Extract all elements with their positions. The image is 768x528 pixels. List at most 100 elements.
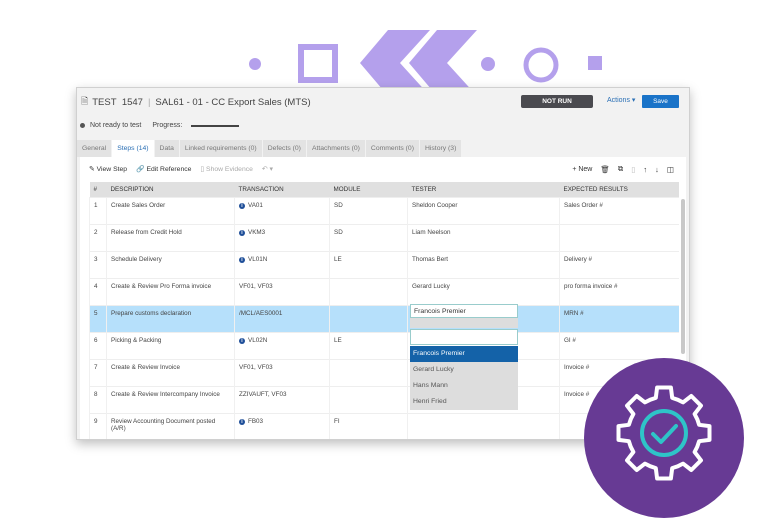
- table-row[interactable]: 3 Schedule Delivery i VL01N LE Thomas Bert Del…: [89, 250, 679, 278]
- tab-data[interactable]: Data: [154, 140, 180, 157]
- step-module[interactable]: LE: [329, 331, 408, 359]
- step-module[interactable]: SD: [329, 196, 408, 224]
- step-transaction[interactable]: VF01, VF03: [234, 277, 330, 305]
- table-row[interactable]: 5 Prepare customs declaration/MCL/AES0001…: [89, 304, 679, 332]
- step-module[interactable]: LE: [329, 250, 408, 278]
- tab-general[interactable]: General: [77, 140, 113, 157]
- step-tester[interactable]: Sheldon Cooper: [407, 196, 560, 224]
- option-hans-mann[interactable]: Hans Mann: [413, 382, 448, 389]
- tab-linked-requirements[interactable]: Linked requirements (0): [179, 140, 263, 157]
- step-description[interactable]: Release from Credit Hold: [106, 223, 235, 251]
- step-expected[interactable]: Delivery #: [559, 250, 679, 278]
- step-description[interactable]: Create & Review Pro Forma invoice: [106, 277, 235, 305]
- step-transaction[interactable]: i FB03: [234, 412, 330, 439]
- tab-steps[interactable]: Steps (14): [112, 140, 155, 157]
- move-up-icon[interactable]: ↑: [643, 164, 648, 174]
- step-number[interactable]: 3: [89, 250, 107, 278]
- tester-filter-input[interactable]: [410, 329, 518, 345]
- undo-icon[interactable]: ↶ ▾: [261, 166, 273, 173]
- columns-icon[interactable]: ◫: [666, 164, 674, 174]
- option-henri-fried[interactable]: Henri Fried: [413, 398, 447, 405]
- col-number[interactable]: #: [89, 182, 107, 197]
- info-icon[interactable]: i: [239, 229, 245, 236]
- step-tester[interactable]: Gerard Lucky: [407, 277, 560, 305]
- step-description-text: Release from Credit Hold: [111, 228, 182, 236]
- step-expected[interactable]: [559, 223, 679, 251]
- progress-label: Progress:: [152, 122, 183, 129]
- step-number-text: 6: [94, 336, 98, 344]
- col-module[interactable]: MODULE: [329, 182, 408, 197]
- tester-filter[interactable]: [410, 329, 518, 345]
- step-expected[interactable]: Sales Order #: [559, 196, 679, 224]
- move-down-icon[interactable]: ↓: [655, 164, 659, 174]
- actions-menu[interactable]: Actions ▾: [607, 97, 636, 104]
- step-module[interactable]: FI: [329, 412, 408, 439]
- step-number[interactable]: 2: [89, 223, 107, 251]
- copy-icon[interactable]: ⧉: [617, 164, 624, 173]
- table-row[interactable]: 4 Create & Review Pro Forma invoice VF01, …: [89, 277, 679, 305]
- view-step-button[interactable]: ✎ View Step: [89, 166, 128, 173]
- step-transaction[interactable]: i VKM3: [234, 223, 330, 251]
- step-description[interactable]: Review Accounting Document posted (A/R): [106, 412, 235, 439]
- step-description[interactable]: Create & Review Intercompany Invoice: [106, 385, 235, 413]
- step-number-text: 4: [94, 282, 98, 290]
- step-number[interactable]: 1: [89, 196, 107, 224]
- tab-attachments[interactable]: Attachments (0): [306, 140, 366, 157]
- step-number[interactable]: 7: [89, 358, 107, 386]
- table-row[interactable]: 1 Create Sales Order i VA01 SD Sheldon Cooper…: [89, 196, 679, 224]
- save-button[interactable]: Save: [642, 95, 679, 108]
- tab-defects[interactable]: Defects (0): [262, 140, 307, 157]
- show-evidence-button[interactable]: ▯ Show Evidence: [200, 166, 253, 173]
- table-row[interactable]: 2 Release from Credit Hold i VKM3 SD Liam Nee…: [89, 223, 679, 251]
- info-icon[interactable]: i: [239, 337, 245, 344]
- col-tester[interactable]: TESTER: [407, 182, 560, 197]
- step-module[interactable]: [329, 385, 408, 413]
- step-module[interactable]: [329, 358, 408, 386]
- new-button[interactable]: + New: [572, 165, 593, 173]
- option-francois-premier[interactable]: Francois Premier: [410, 346, 518, 362]
- step-number[interactable]: 6: [89, 331, 107, 359]
- option-gerard-lucky[interactable]: Gerard Lucky: [413, 366, 454, 373]
- info-icon[interactable]: i: [239, 256, 245, 263]
- step-number[interactable]: 9: [89, 412, 107, 439]
- paste-icon[interactable]: ▯: [631, 164, 636, 174]
- step-description[interactable]: Prepare customs declaration: [106, 304, 235, 332]
- step-description[interactable]: Picking & Packing: [106, 331, 235, 359]
- step-tester[interactable]: [407, 412, 560, 439]
- vertical-scrollbar[interactable]: [681, 199, 685, 354]
- step-description[interactable]: Create & Review Invoice: [106, 358, 235, 386]
- step-transaction[interactable]: i VA01: [234, 196, 330, 224]
- tab-history[interactable]: History (3): [419, 140, 463, 157]
- step-tester[interactable]: Liam Neelson: [407, 223, 560, 251]
- step-transaction[interactable]: /MCL/AES0001: [234, 304, 330, 332]
- tester-dropdown[interactable]: Francois Premier: [410, 304, 518, 328]
- step-module[interactable]: [329, 304, 408, 332]
- col-description[interactable]: DESCRIPTION: [106, 182, 235, 197]
- step-expected[interactable]: pro forma invoice #: [559, 277, 679, 305]
- step-transaction[interactable]: i VL02N: [234, 331, 330, 359]
- step-tester[interactable]: Thomas Bert: [407, 250, 560, 278]
- step-module[interactable]: [329, 277, 408, 305]
- step-number[interactable]: 8: [89, 385, 107, 413]
- info-icon[interactable]: i: [239, 202, 245, 209]
- delete-icon[interactable]: 🗑: [600, 164, 610, 174]
- step-description[interactable]: Create Sales Order: [106, 196, 235, 224]
- step-transaction[interactable]: ZZIVAUFT, VF03: [234, 385, 330, 413]
- table-row[interactable]: 6 Picking & Packing i VL02N LE GI #: [89, 331, 679, 359]
- step-description[interactable]: Schedule Delivery: [106, 250, 235, 278]
- step-expected[interactable]: GI #: [559, 331, 679, 359]
- run-status-button[interactable]: NOT RUN: [521, 95, 593, 108]
- step-module[interactable]: SD: [329, 223, 408, 251]
- info-icon[interactable]: i: [239, 418, 245, 425]
- step-number[interactable]: 5: [89, 304, 107, 332]
- tab-comments[interactable]: Comments (0): [365, 140, 420, 157]
- col-expected-results[interactable]: EXPECTED RESULTS: [559, 182, 679, 197]
- col-transaction[interactable]: TRANSACTION: [234, 182, 330, 197]
- edit-reference-button[interactable]: 🔗 Edit Reference: [136, 166, 192, 173]
- step-expected[interactable]: MRN #: [559, 304, 679, 332]
- step-transaction[interactable]: VF01, VF03: [234, 358, 330, 386]
- step-transaction-text: VA01: [248, 201, 263, 209]
- step-transaction[interactable]: i VL01N: [234, 250, 330, 278]
- step-number[interactable]: 4: [89, 277, 107, 305]
- tester-input[interactable]: Francois Premier: [410, 304, 518, 318]
